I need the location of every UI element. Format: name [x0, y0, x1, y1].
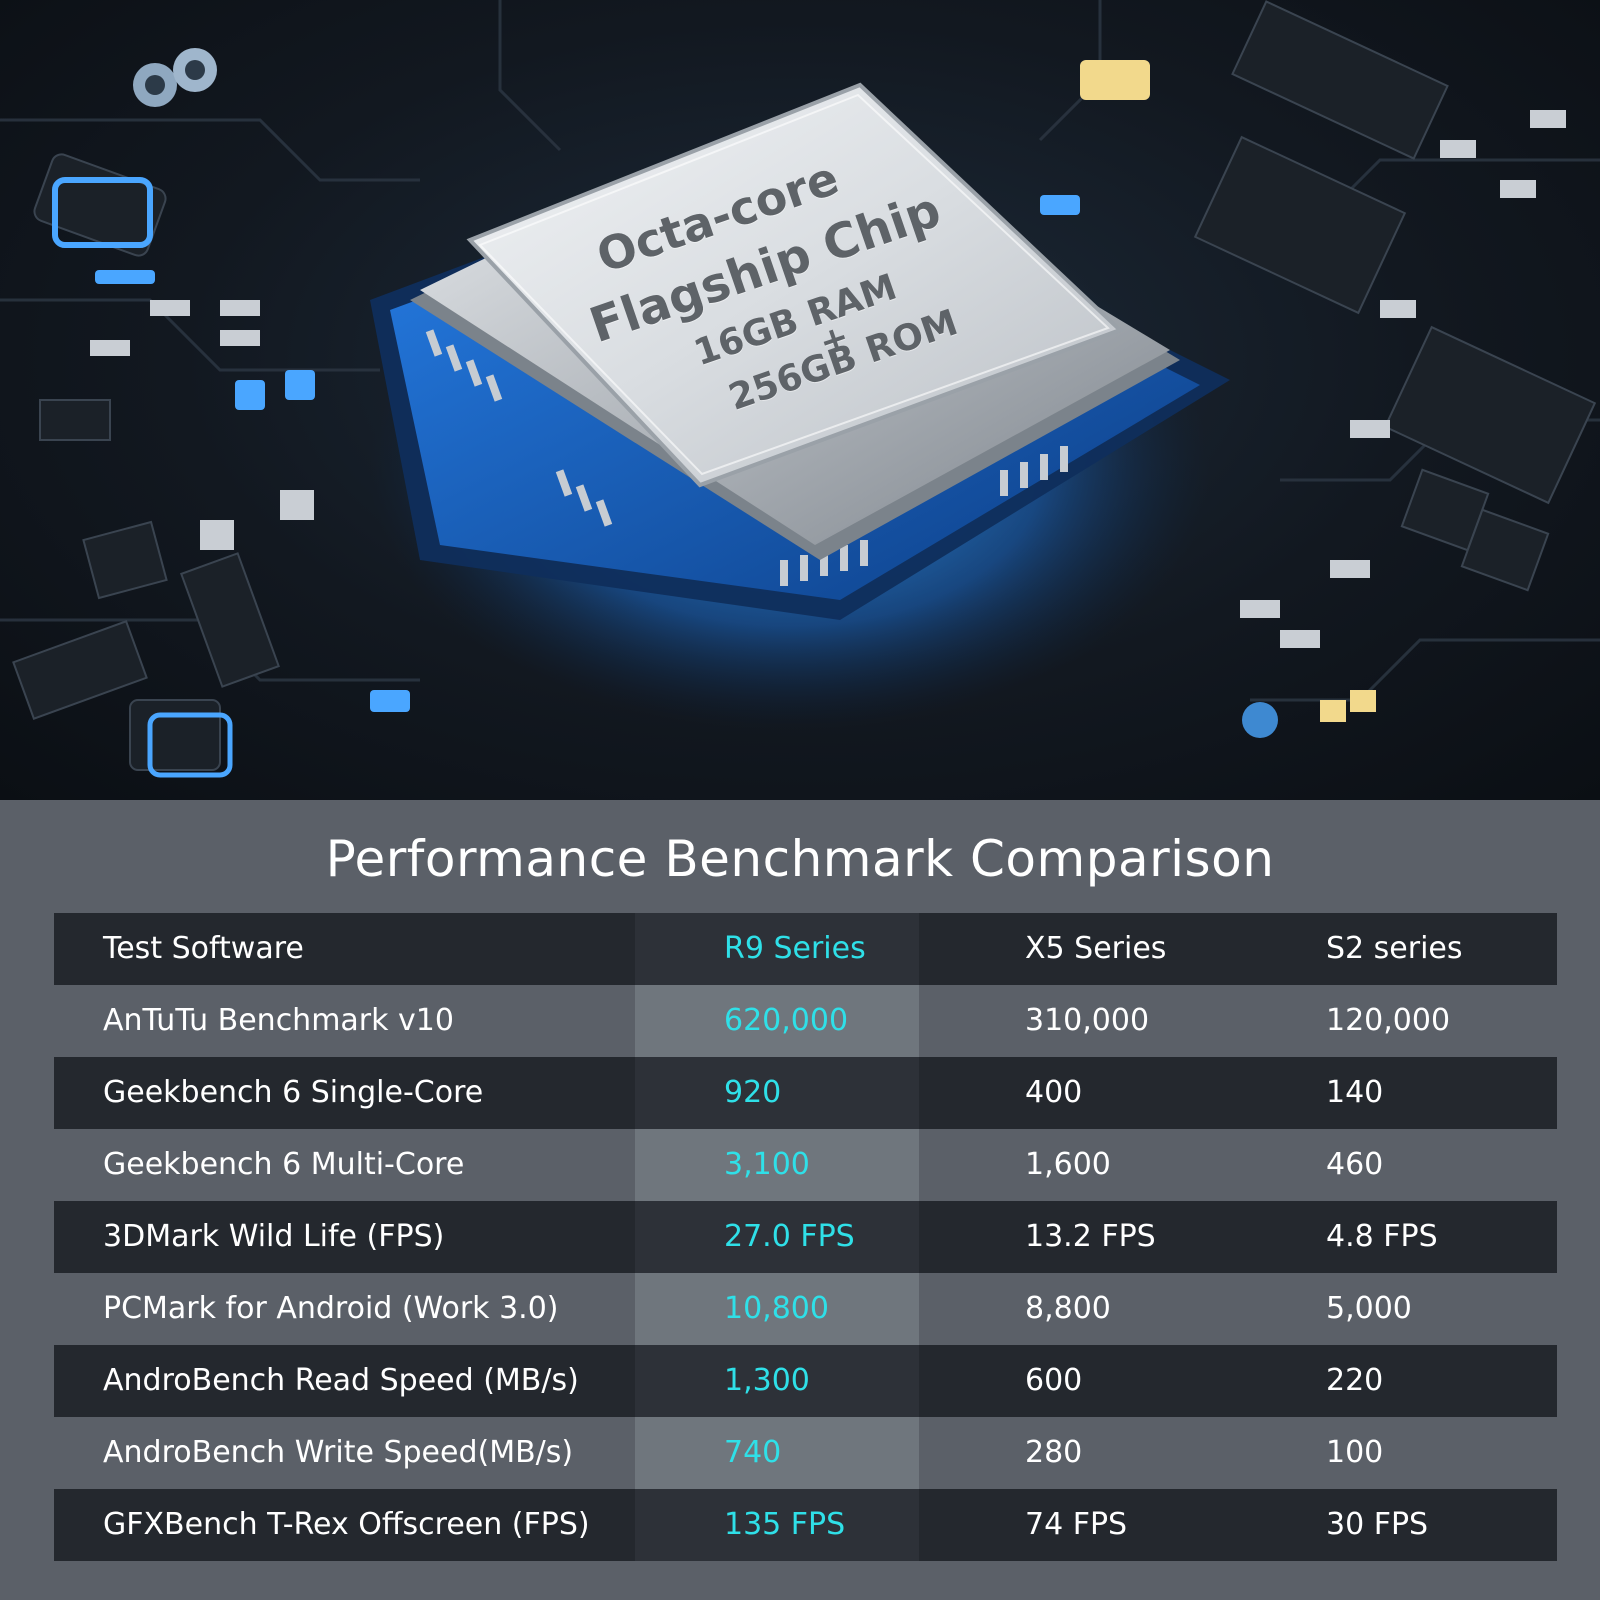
r9-value-cell: 3,100	[724, 1147, 810, 1182]
x5-value-cell: 74 FPS	[1025, 1507, 1128, 1542]
x5-value-cell: 400	[1025, 1075, 1083, 1110]
benchmark-panel: Performance Benchmark Comparison Test So…	[0, 800, 1600, 1600]
test-name-cell: Geekbench 6 Multi-Core	[103, 1147, 465, 1182]
benchmark-table: Test Software R9 Series X5 Series S2 ser…	[54, 913, 1557, 1561]
r9-value-cell: 1,300	[724, 1363, 810, 1398]
r9-value-cell: 10,800	[724, 1291, 829, 1326]
highlight-column-bg	[635, 1201, 919, 1273]
table-row: PCMark for Android (Work 3.0) 10,800 8,8…	[54, 1273, 1557, 1345]
highlight-column-bg	[635, 1273, 919, 1345]
table-row: AndroBench Write Speed(MB/s) 740 280 100	[54, 1417, 1557, 1489]
test-name-cell: 3DMark Wild Life (FPS)	[103, 1219, 445, 1254]
highlight-column-bg	[635, 1057, 919, 1129]
table-row: AnTuTu Benchmark v10 620,000 310,000 120…	[54, 985, 1557, 1057]
x5-value-cell: 13.2 FPS	[1025, 1219, 1156, 1254]
highlight-column-bg	[635, 1129, 919, 1201]
highlight-column-bg	[635, 985, 919, 1057]
s2-value-cell: 220	[1326, 1363, 1384, 1398]
circuit-board-illustration	[0, 0, 1600, 778]
x5-value-cell: 1,600	[1025, 1147, 1111, 1182]
table-row: 3DMark Wild Life (FPS) 27.0 FPS 13.2 FPS…	[54, 1201, 1557, 1273]
test-name-cell: GFXBench T-Rex Offscreen (FPS)	[103, 1507, 590, 1542]
test-name-cell: AndroBench Write Speed(MB/s)	[103, 1435, 574, 1470]
test-name-cell: Geekbench 6 Single-Core	[103, 1075, 484, 1110]
column-header-x5: X5 Series	[1025, 931, 1167, 966]
r9-value-cell: 620,000	[724, 1003, 849, 1038]
test-name-cell: AnTuTu Benchmark v10	[103, 1003, 454, 1038]
highlight-column-bg	[635, 1345, 919, 1417]
table-header-row: Test Software R9 Series X5 Series S2 ser…	[54, 913, 1557, 985]
highlight-column-bg	[635, 1489, 919, 1561]
test-name-cell: AndroBench Read Speed (MB/s)	[103, 1363, 579, 1398]
hero-circuit-image: Octa-core Flagship Chip 16GB RAM + 256GB…	[0, 0, 1600, 800]
table-row: Geekbench 6 Multi-Core 3,100 1,600 460	[54, 1129, 1557, 1201]
s2-value-cell: 120,000	[1326, 1003, 1451, 1038]
s2-value-cell: 140	[1326, 1075, 1384, 1110]
highlight-column-bg	[635, 1417, 919, 1489]
x5-value-cell: 600	[1025, 1363, 1083, 1398]
x5-value-cell: 8,800	[1025, 1291, 1111, 1326]
table-row: AndroBench Read Speed (MB/s) 1,300 600 2…	[54, 1345, 1557, 1417]
test-name-cell: PCMark for Android (Work 3.0)	[103, 1291, 559, 1326]
r9-value-cell: 27.0 FPS	[724, 1219, 855, 1254]
s2-value-cell: 5,000	[1326, 1291, 1412, 1326]
column-header-s2: S2 series	[1326, 931, 1463, 966]
r9-value-cell: 920	[724, 1075, 782, 1110]
s2-value-cell: 30 FPS	[1326, 1507, 1429, 1542]
r9-value-cell: 135 FPS	[724, 1507, 846, 1542]
s2-value-cell: 100	[1326, 1435, 1384, 1470]
column-header-test-software: Test Software	[103, 931, 304, 966]
column-header-r9: R9 Series	[724, 931, 866, 966]
x5-value-cell: 310,000	[1025, 1003, 1150, 1038]
table-row: Geekbench 6 Single-Core 920 400 140	[54, 1057, 1557, 1129]
x5-value-cell: 280	[1025, 1435, 1083, 1470]
s2-value-cell: 4.8 FPS	[1326, 1219, 1438, 1254]
page-title: Performance Benchmark Comparison	[325, 830, 1275, 888]
table-row: GFXBench T-Rex Offscreen (FPS) 135 FPS 7…	[54, 1489, 1557, 1561]
r9-value-cell: 740	[724, 1435, 782, 1470]
s2-value-cell: 460	[1326, 1147, 1384, 1182]
highlight-column-bg	[635, 913, 919, 985]
